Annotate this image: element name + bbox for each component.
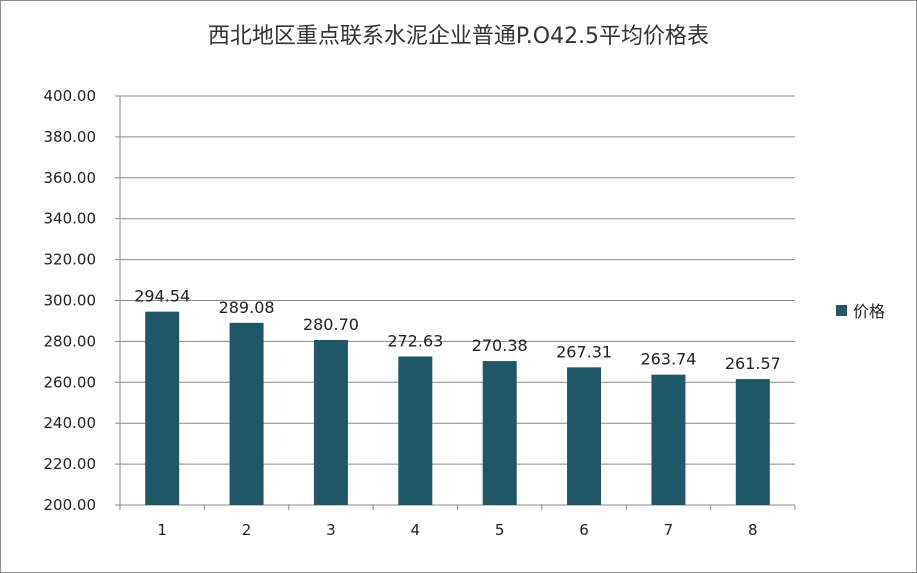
y-tick-label: 400.00 (44, 87, 97, 105)
x-tick-label: 8 (748, 521, 758, 539)
data-label: 270.38 (472, 336, 528, 355)
bar (567, 367, 602, 505)
x-tick-label: 5 (495, 521, 505, 539)
data-labels: 294.54 289.08 280.70 272.63 270.38 267.31 263.… (134, 287, 781, 373)
data-label: 280.70 (303, 315, 359, 334)
y-tick-label: 300.00 (44, 292, 97, 310)
axes: 200.00 220.00 240.00 260.00 280.00 300.00 320.… (44, 87, 796, 539)
x-tick-label: 1 (157, 521, 167, 539)
legend: 价格 (836, 298, 885, 322)
data-label: 261.57 (725, 354, 781, 373)
x-tick-label: 7 (664, 521, 674, 539)
bar (735, 379, 770, 505)
x-tick-label: 2 (242, 521, 252, 539)
bar (145, 311, 180, 505)
data-label: 267.31 (556, 342, 612, 361)
data-label: 263.74 (640, 350, 696, 369)
bar (398, 356, 433, 505)
x-tick-label: 6 (579, 521, 589, 539)
data-label: 289.08 (219, 298, 275, 317)
chart-title: 西北地区重点联系水泥企业普通P.O42.5平均价格表 (207, 24, 710, 49)
y-tick-label: 320.00 (44, 251, 97, 269)
data-label: 294.54 (134, 287, 190, 306)
y-tick-label: 200.00 (44, 496, 97, 514)
y-tick-label: 380.00 (44, 128, 97, 146)
bars (145, 311, 770, 505)
bar (229, 322, 264, 505)
y-tick-label: 340.00 (44, 210, 97, 228)
bar (482, 361, 517, 505)
y-tick-label: 260.00 (44, 373, 97, 391)
y-tick-label: 240.00 (44, 414, 97, 432)
bar (313, 339, 348, 505)
y-tick-label: 280.00 (44, 332, 97, 350)
legend-label: 价格 (853, 302, 886, 321)
y-tick-label: 360.00 (44, 169, 97, 187)
data-label: 272.63 (387, 331, 443, 350)
legend-swatch (836, 304, 847, 316)
y-tick-label: 220.00 (44, 455, 97, 473)
x-tick-label: 4 (411, 521, 421, 539)
x-tick-label: 3 (326, 521, 336, 539)
bar (651, 374, 686, 505)
